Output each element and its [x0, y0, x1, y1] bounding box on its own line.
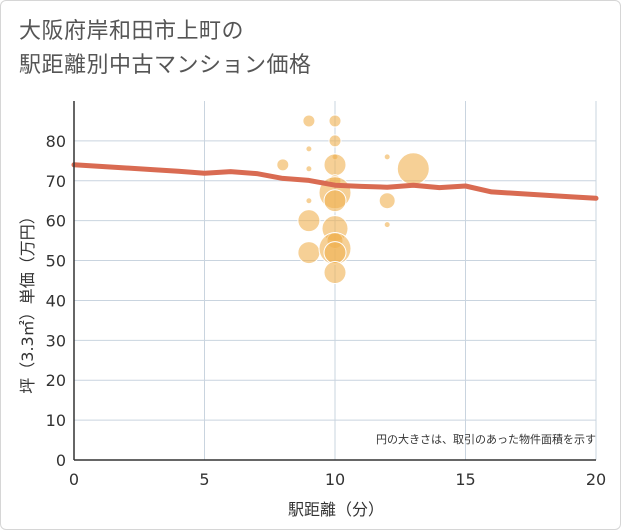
y-tick-label: 40	[46, 291, 66, 310]
bubble-point	[323, 241, 347, 265]
chart-title: 大阪府岸和田市上町の 駅距離別中古マンション価格	[19, 15, 312, 83]
axes: 0 10 20 30 40 50 60 70 80 0 5 10 15 20	[46, 101, 606, 489]
bubble-point	[297, 209, 321, 233]
bubble-point	[383, 153, 391, 161]
bubble-point	[323, 189, 347, 213]
x-tick-label: 5	[199, 470, 209, 489]
y-axis-label: 坪（3.3㎡）単価（万円）	[18, 208, 37, 393]
y-tick-label: 10	[46, 411, 66, 430]
y-tick-label: 30	[46, 331, 66, 350]
x-axis-label: 駅距離（分）	[288, 500, 384, 519]
bubble-point	[383, 221, 391, 229]
bubble-point	[297, 241, 321, 265]
bubble-point	[305, 145, 313, 153]
x-tick-label: 0	[69, 470, 79, 489]
bubble-point	[302, 114, 316, 128]
size-legend-note: 円の大きさは、取引のあった物件面積を示す	[376, 432, 596, 446]
bubble-point	[328, 134, 342, 148]
x-tick-label: 10	[325, 470, 345, 489]
bubble-point	[396, 152, 430, 186]
bubble-point	[276, 158, 290, 172]
x-tick-label: 15	[455, 470, 475, 489]
y-tick-label: 50	[46, 252, 66, 271]
bubbles	[276, 114, 430, 285]
chart-title-line-2: 駅距離別中古マンション価格	[19, 53, 312, 78]
bubble-point	[323, 261, 347, 285]
y-tick-label: 80	[46, 132, 66, 151]
y-tick-label: 70	[46, 172, 66, 191]
bubble-point	[378, 192, 396, 210]
y-tick-label: 60	[46, 212, 66, 231]
bubble-point	[305, 165, 313, 173]
bubble-point	[305, 197, 313, 205]
bubble-point	[323, 153, 347, 177]
trend-line-group	[71, 162, 599, 201]
chart-title-line-1: 大阪府岸和田市上町の	[19, 19, 245, 44]
y-tick-label: 20	[46, 371, 66, 390]
y-tick-label: 0	[56, 451, 66, 470]
bubble-point	[328, 114, 342, 128]
x-tick-label: 20	[586, 470, 606, 489]
trend-line	[71, 162, 599, 201]
